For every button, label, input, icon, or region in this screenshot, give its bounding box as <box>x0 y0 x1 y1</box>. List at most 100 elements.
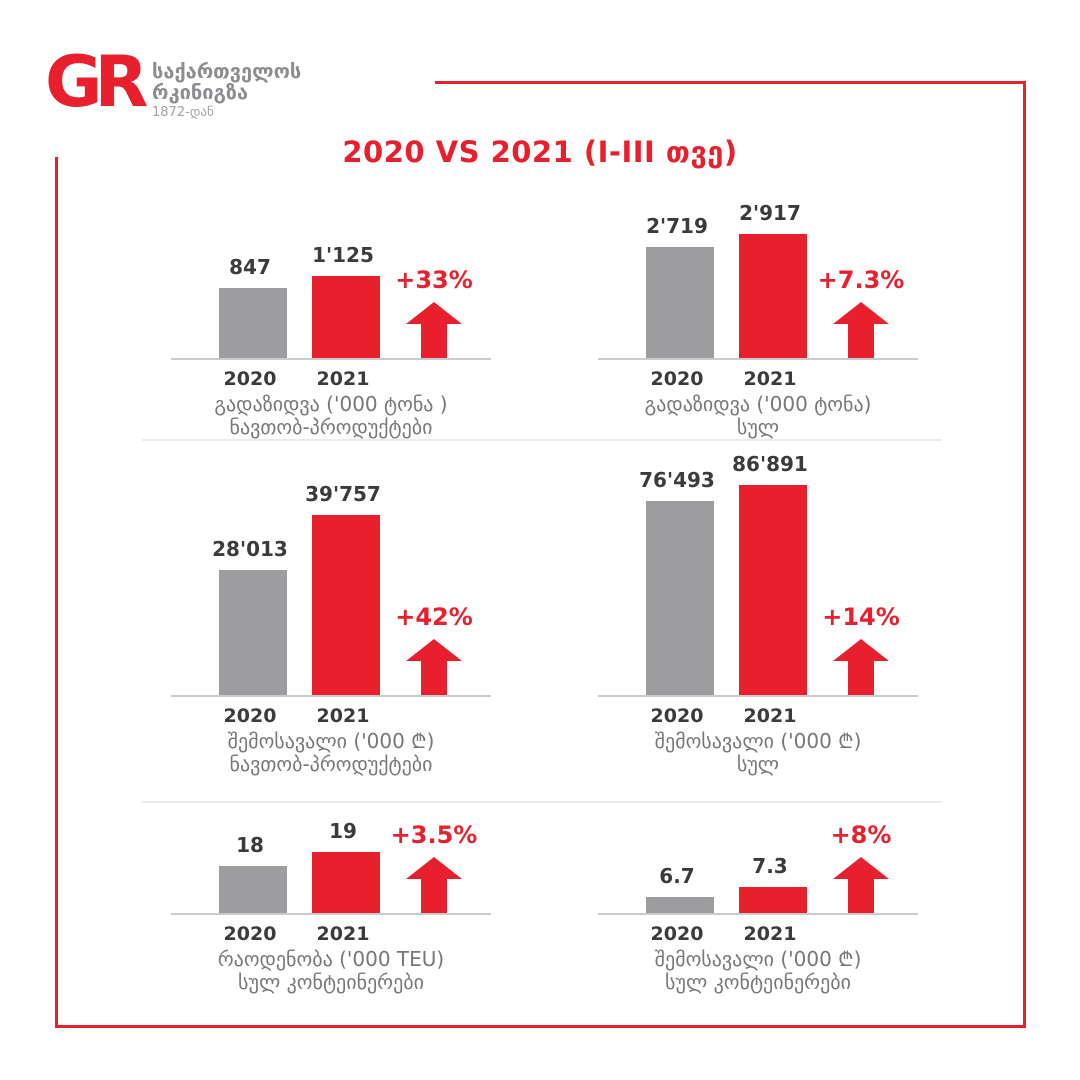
x-tick-2021: 2021 <box>316 923 370 945</box>
up-arrow-icon <box>406 302 462 358</box>
axis-baseline <box>171 913 491 915</box>
plot-area: 6.7 7.3 +8% <box>598 821 918 915</box>
bar-2020 <box>646 501 714 695</box>
value-label-2020: 6.7 <box>659 864 695 888</box>
bar-2021 <box>312 276 380 358</box>
x-axis-ticks: 2020 2021 <box>598 705 918 727</box>
bar-2021 <box>739 234 807 358</box>
percent-change-label: +42% <box>395 603 473 631</box>
chart-caption-line2: ნავთობ-პროდუქტები <box>229 415 433 439</box>
x-tick-2020: 2020 <box>650 368 704 390</box>
x-tick-2020: 2020 <box>650 923 704 945</box>
value-label-2021: 86'891 <box>732 452 808 476</box>
x-tick-2020: 2020 <box>650 705 704 727</box>
value-label-2020: 847 <box>229 255 271 279</box>
bar-2020 <box>219 288 287 358</box>
value-label-2021: 1'125 <box>312 243 374 267</box>
x-axis-ticks: 2020 2021 <box>171 368 491 390</box>
brand-name-line2: რკინიგზა <box>152 80 249 104</box>
chart-containers-quantity: 18 19 +3.5% 2020 2021 რაოდენობა ('000 TE… <box>171 819 491 994</box>
chart-caption: შემოსავალი ('000 ₾) ნავთობ-პროდუქტები <box>171 730 491 776</box>
x-axis-ticks: 2020 2021 <box>171 923 491 945</box>
bar-2020 <box>219 570 287 695</box>
chart-caption: გადაზიდვა ('000 ტონა ) ნავთობ-პროდუქტები <box>171 393 491 439</box>
page-title: 2020 VS 2021 (I-III თვე) <box>342 135 738 169</box>
chart-caption-line1: რაოდენობა ('000 TEU) <box>217 947 445 971</box>
bar-2021 <box>739 887 807 913</box>
frame-border-right <box>1023 81 1026 1028</box>
chart-freight-total: 2'719 2'917 +7.3% 2020 2021 გადაზიდვა ('… <box>598 201 918 439</box>
axis-baseline <box>171 695 491 697</box>
percent-change-label: +14% <box>822 603 900 631</box>
value-label-2020: 28'013 <box>212 537 288 561</box>
percent-change-label: +8% <box>830 821 892 849</box>
axis-baseline <box>598 358 918 360</box>
axis-baseline <box>598 913 918 915</box>
x-tick-2020: 2020 <box>223 923 277 945</box>
chart-caption-line1: შემოსავალი ('000 ₾) <box>654 947 862 971</box>
brand-name-line1: საქართველოს <box>152 59 302 83</box>
percent-change-label: +33% <box>395 266 473 294</box>
chart-revenue-oil-products: 28'013 39'757 +42% 2020 2021 შემოსავალი … <box>171 447 491 776</box>
percent-change-label: +3.5% <box>390 821 478 849</box>
axis-baseline <box>171 358 491 360</box>
chart-revenue-total: 76'493 86'891 +14% 2020 2021 შემოსავალი … <box>598 447 918 776</box>
chart-freight-oil-products: 847 1'125 +33% 2020 2021 გადაზიდვა ('000… <box>171 235 491 439</box>
x-tick-2020: 2020 <box>223 705 277 727</box>
x-tick-2021: 2021 <box>743 368 797 390</box>
value-label-2021: 2'917 <box>739 201 801 225</box>
chart-caption-line2: სულ კონტეინერები <box>238 970 424 994</box>
chart-caption-line1: შემოსავალი ('000 ₾) <box>227 729 435 753</box>
row-separator-1 <box>142 439 942 441</box>
bar-2021 <box>739 485 807 695</box>
bar-2020 <box>219 866 287 913</box>
value-label-2021: 19 <box>329 819 357 843</box>
x-tick-2021: 2021 <box>316 705 370 727</box>
up-arrow-icon <box>833 639 889 695</box>
up-arrow-icon <box>833 302 889 358</box>
up-arrow-icon <box>833 857 889 913</box>
chart-caption-line1: გადაზიდვა ('000 ტონა) <box>644 392 872 416</box>
x-tick-2021: 2021 <box>316 368 370 390</box>
up-arrow-icon <box>406 857 462 913</box>
value-label-2021: 7.3 <box>752 854 788 878</box>
chart-caption-line1: გადაზიდვა ('000 ტონა ) <box>214 392 448 416</box>
plot-area: 76'493 86'891 +14% <box>598 447 918 697</box>
value-label-2021: 39'757 <box>305 482 381 506</box>
value-label-2020: 76'493 <box>639 468 715 492</box>
chart-caption: გადაზიდვა ('000 ტონა) სულ <box>598 393 918 439</box>
x-axis-ticks: 2020 2021 <box>171 705 491 727</box>
x-axis-ticks: 2020 2021 <box>598 923 918 945</box>
chart-caption-line1: შემოსავალი ('000 ₾) <box>654 729 862 753</box>
frame-border-left <box>55 157 58 1028</box>
plot-area: 847 1'125 +33% <box>171 235 491 360</box>
value-label-2020: 18 <box>236 833 264 857</box>
chart-caption-line2: სულ <box>736 415 780 439</box>
chart-caption: შემოსავალი ('000 ₾) სულ <box>598 730 918 776</box>
row-separator-2 <box>142 801 942 803</box>
plot-area: 28'013 39'757 +42% <box>171 447 491 697</box>
plot-area: 18 19 +3.5% <box>171 819 491 915</box>
chart-caption-line2: სულ კონტეინერები <box>665 970 851 994</box>
chart-caption: შემოსავალი ('000 ₾) სულ კონტეინერები <box>598 948 918 994</box>
axis-baseline <box>598 695 918 697</box>
gr-logo: GR საქართველოს რკინიგზა 1872-დან <box>45 47 345 128</box>
brand-since-text: 1872-დან <box>152 105 214 120</box>
frame-border-bottom <box>55 1025 1026 1028</box>
gr-logo-mark: GR <box>45 41 148 123</box>
plot-area: 2'719 2'917 +7.3% <box>598 201 918 360</box>
up-arrow-icon <box>406 639 462 695</box>
chart-containers-revenue: 6.7 7.3 +8% 2020 2021 შემოსავალი ('000 ₾… <box>598 821 918 994</box>
x-tick-2021: 2021 <box>743 923 797 945</box>
chart-caption-line2: ნავთობ-პროდუქტები <box>229 752 433 776</box>
frame-border-top <box>435 81 1026 84</box>
bar-2021 <box>312 852 380 913</box>
x-tick-2021: 2021 <box>743 705 797 727</box>
value-label-2020: 2'719 <box>646 214 708 238</box>
x-axis-ticks: 2020 2021 <box>598 368 918 390</box>
x-tick-2020: 2020 <box>223 368 277 390</box>
bar-2021 <box>312 515 380 695</box>
chart-caption: რაოდენობა ('000 TEU) სულ კონტეინერები <box>171 948 491 994</box>
percent-change-label: +7.3% <box>817 266 905 294</box>
bar-2020 <box>646 247 714 358</box>
